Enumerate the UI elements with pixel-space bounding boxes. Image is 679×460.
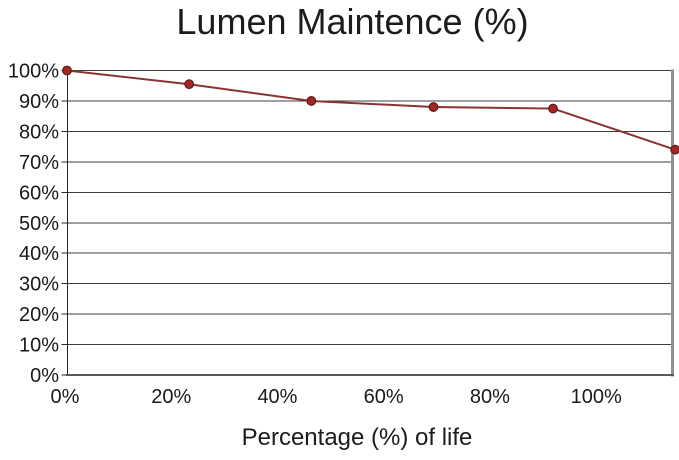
x-axis-title: Percentage (%) of life (241, 424, 473, 451)
chart-title: Lumen Maintence (%) (176, 1, 529, 42)
data-point-marker (184, 79, 195, 90)
y-tick-label: 10% (19, 335, 59, 357)
data-point-marker (428, 102, 439, 112)
y-tick-label: 90% (19, 91, 59, 113)
y-tick-label: 50% (19, 213, 59, 235)
y-tick-label: 70% (19, 152, 59, 174)
data-point-marker (670, 144, 679, 155)
x-tick-label: 0% (51, 386, 80, 408)
data-point-marker (548, 103, 558, 114)
y-tick-label: 60% (19, 182, 59, 204)
y-tick-label: 100% (8, 61, 59, 83)
y-tick-label: 80% (19, 121, 59, 143)
x-tick-label: 60% (364, 386, 404, 408)
x-tick-label: 20% (151, 386, 191, 408)
y-tick-label: 20% (19, 304, 59, 326)
data-point-marker (306, 96, 317, 106)
y-tick-label: 40% (19, 243, 59, 265)
series-line (66, 69, 676, 151)
x-tick-label: 80% (470, 386, 510, 408)
x-tick-label: 100% (571, 386, 622, 408)
y-tick-label: 30% (19, 274, 59, 296)
x-tick-label: 40% (257, 386, 297, 408)
y-tick-label: 0% (30, 365, 59, 387)
data-point-marker (62, 65, 72, 76)
